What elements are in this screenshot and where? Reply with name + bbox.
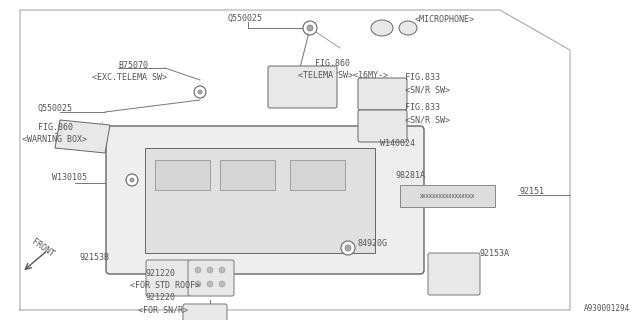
Bar xyxy=(400,185,495,207)
Text: <FOR SN/R>: <FOR SN/R> xyxy=(138,306,188,315)
Circle shape xyxy=(341,241,355,255)
Text: <TELEMA SW><16MY->: <TELEMA SW><16MY-> xyxy=(298,70,388,79)
FancyBboxPatch shape xyxy=(183,304,227,320)
Text: <MICROPHONE>: <MICROPHONE> xyxy=(415,14,475,23)
FancyBboxPatch shape xyxy=(428,253,480,295)
Text: <SN/R SW>: <SN/R SW> xyxy=(405,85,450,94)
Circle shape xyxy=(194,86,206,98)
FancyBboxPatch shape xyxy=(358,110,407,142)
Text: FIG.833: FIG.833 xyxy=(405,74,440,83)
Text: FRONT: FRONT xyxy=(30,237,56,259)
Text: 92153B: 92153B xyxy=(80,253,110,262)
Text: 921220: 921220 xyxy=(145,268,175,277)
Circle shape xyxy=(207,267,213,273)
Text: FIG.860: FIG.860 xyxy=(38,124,73,132)
Text: FIG.860: FIG.860 xyxy=(315,59,350,68)
Circle shape xyxy=(345,245,351,251)
Circle shape xyxy=(195,281,201,287)
Bar xyxy=(155,160,210,190)
Polygon shape xyxy=(55,120,110,153)
Text: Q550025: Q550025 xyxy=(38,103,73,113)
Circle shape xyxy=(307,25,313,31)
FancyBboxPatch shape xyxy=(358,78,407,110)
Text: <SN/R SW>: <SN/R SW> xyxy=(405,116,450,124)
Circle shape xyxy=(126,174,138,186)
Text: <FOR STD ROOF>: <FOR STD ROOF> xyxy=(130,281,200,290)
FancyBboxPatch shape xyxy=(146,260,190,296)
Text: Q550025: Q550025 xyxy=(228,13,263,22)
Bar xyxy=(145,148,375,253)
Text: 921220: 921220 xyxy=(145,293,175,302)
Text: W130105: W130105 xyxy=(52,173,87,182)
FancyBboxPatch shape xyxy=(106,126,424,274)
Bar xyxy=(290,160,345,190)
Bar xyxy=(220,160,275,190)
Text: W140024: W140024 xyxy=(380,139,415,148)
Text: A930001294: A930001294 xyxy=(584,304,630,313)
Text: 98281A: 98281A xyxy=(395,171,425,180)
Ellipse shape xyxy=(399,21,417,35)
Circle shape xyxy=(198,90,202,94)
Text: XXXXXXXXXXXXXXXXX: XXXXXXXXXXXXXXXXX xyxy=(420,194,475,198)
Text: <WARNING BOX>: <WARNING BOX> xyxy=(22,135,87,145)
Text: B75070: B75070 xyxy=(118,60,148,69)
Text: 92153A: 92153A xyxy=(480,249,510,258)
Text: 84920G: 84920G xyxy=(358,238,388,247)
Circle shape xyxy=(219,267,225,273)
Text: 92151: 92151 xyxy=(520,188,545,196)
FancyBboxPatch shape xyxy=(268,66,337,108)
Circle shape xyxy=(219,281,225,287)
Circle shape xyxy=(130,178,134,182)
FancyBboxPatch shape xyxy=(188,260,234,296)
Ellipse shape xyxy=(371,20,393,36)
Circle shape xyxy=(303,21,317,35)
Circle shape xyxy=(207,281,213,287)
Text: <EXC.TELEMA SW>: <EXC.TELEMA SW> xyxy=(92,73,167,82)
Text: FIG.833: FIG.833 xyxy=(405,103,440,113)
Circle shape xyxy=(195,267,201,273)
